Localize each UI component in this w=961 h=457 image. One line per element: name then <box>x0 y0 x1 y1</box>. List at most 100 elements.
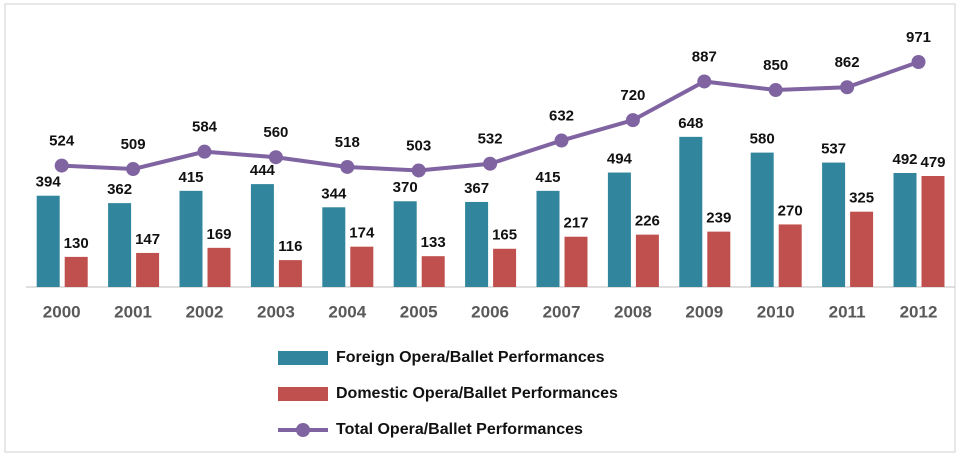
bar-label: 415 <box>535 169 560 186</box>
bar-label: 415 <box>178 169 203 186</box>
line-point <box>625 113 640 128</box>
bar-label: 394 <box>36 174 62 191</box>
line-point <box>411 163 426 178</box>
bar <box>64 256 88 287</box>
bar-label: 239 <box>706 210 731 227</box>
line-point <box>697 74 712 89</box>
bar <box>108 203 132 287</box>
line-point <box>483 156 498 171</box>
line-label: 850 <box>763 57 788 74</box>
bar-label: 226 <box>635 213 660 230</box>
line-label: 532 <box>478 131 503 148</box>
x-tick-label: 2003 <box>257 302 295 321</box>
line-point <box>768 83 783 98</box>
x-tick-label: 2001 <box>114 302 152 321</box>
line-label: 887 <box>692 48 717 65</box>
bar-label: 492 <box>892 151 917 168</box>
x-tick-label: 2012 <box>900 302 938 321</box>
bar-label: 147 <box>135 231 160 248</box>
legend-label: Domestic Opera/Ballet Performances <box>336 385 618 402</box>
bar <box>564 236 588 287</box>
bar <box>750 152 774 287</box>
legend-label: Foreign Opera/Ballet Performances <box>336 349 605 366</box>
bar-label: 367 <box>464 180 489 197</box>
bar-label: 444 <box>250 162 276 179</box>
line-label: 503 <box>406 137 431 154</box>
bar-label: 116 <box>278 238 302 255</box>
bar-label: 169 <box>206 226 231 243</box>
bar <box>778 224 802 287</box>
line-label: 862 <box>835 54 860 71</box>
x-tick-label: 2011 <box>829 302 866 321</box>
bar <box>536 190 560 287</box>
bar-label: 362 <box>107 181 132 198</box>
bar-label: 133 <box>421 234 446 251</box>
line-label: 584 <box>192 119 218 136</box>
line-point <box>197 144 212 159</box>
bar-label: 174 <box>349 225 375 242</box>
bar <box>607 172 631 287</box>
bar <box>850 211 874 287</box>
x-tick-label: 2007 <box>543 302 581 321</box>
line <box>61 60 920 173</box>
line-point <box>268 150 283 165</box>
bar <box>465 201 489 287</box>
bar-label: 344 <box>321 185 347 202</box>
line-point <box>840 80 855 95</box>
bar <box>893 172 917 287</box>
x-tick-label: 2008 <box>614 302 652 321</box>
bar <box>679 136 703 287</box>
bar-label: 270 <box>778 202 803 219</box>
bar <box>136 252 160 287</box>
bar-label: 165 <box>492 227 517 244</box>
bar <box>822 162 846 287</box>
line-label: 560 <box>263 124 288 141</box>
line-point <box>554 133 569 148</box>
legend-swatch <box>296 423 310 437</box>
bar <box>921 176 945 287</box>
bar-label: 325 <box>849 190 874 207</box>
bar <box>493 248 517 287</box>
bar <box>250 184 274 287</box>
bar-label: 580 <box>750 131 775 148</box>
x-tick-label: 2005 <box>400 302 438 321</box>
bar <box>350 246 374 287</box>
line-label: 971 <box>906 29 931 46</box>
bar-label: 370 <box>393 179 418 196</box>
bar-label: 537 <box>821 141 846 158</box>
x-tick-label: 2002 <box>186 302 224 321</box>
x-tick-label: 2004 <box>328 302 366 321</box>
line-label: 524 <box>49 133 75 150</box>
bar-label: 217 <box>563 215 588 232</box>
bar <box>635 234 659 287</box>
bar-label: 479 <box>920 154 945 171</box>
bar-label: 494 <box>607 150 633 167</box>
legend-swatch <box>278 387 328 401</box>
legend-swatch <box>278 351 328 365</box>
chart-border <box>4 3 956 453</box>
line-label: 509 <box>121 136 146 153</box>
bar-label: 130 <box>64 235 89 252</box>
bar <box>322 207 346 287</box>
x-tick-label: 2010 <box>757 302 795 321</box>
x-tick-label: 2000 <box>43 302 81 321</box>
line-label: 632 <box>549 108 574 125</box>
bar <box>179 190 203 287</box>
x-tick-label: 2009 <box>685 302 723 321</box>
bar <box>421 256 445 287</box>
line-point <box>126 162 141 177</box>
legend-label: Total Opera/Ballet Performances <box>336 421 583 438</box>
line-point <box>340 159 355 174</box>
line-point <box>911 55 926 69</box>
x-tick-label: 2006 <box>471 302 509 321</box>
bar <box>36 195 60 287</box>
bar-label: 648 <box>678 115 703 132</box>
line-label: 518 <box>335 134 360 151</box>
bar <box>278 260 302 287</box>
line-label: 720 <box>620 87 645 104</box>
bar <box>393 201 417 287</box>
line-point <box>54 158 69 173</box>
bar <box>207 247 231 287</box>
bar <box>707 231 731 287</box>
